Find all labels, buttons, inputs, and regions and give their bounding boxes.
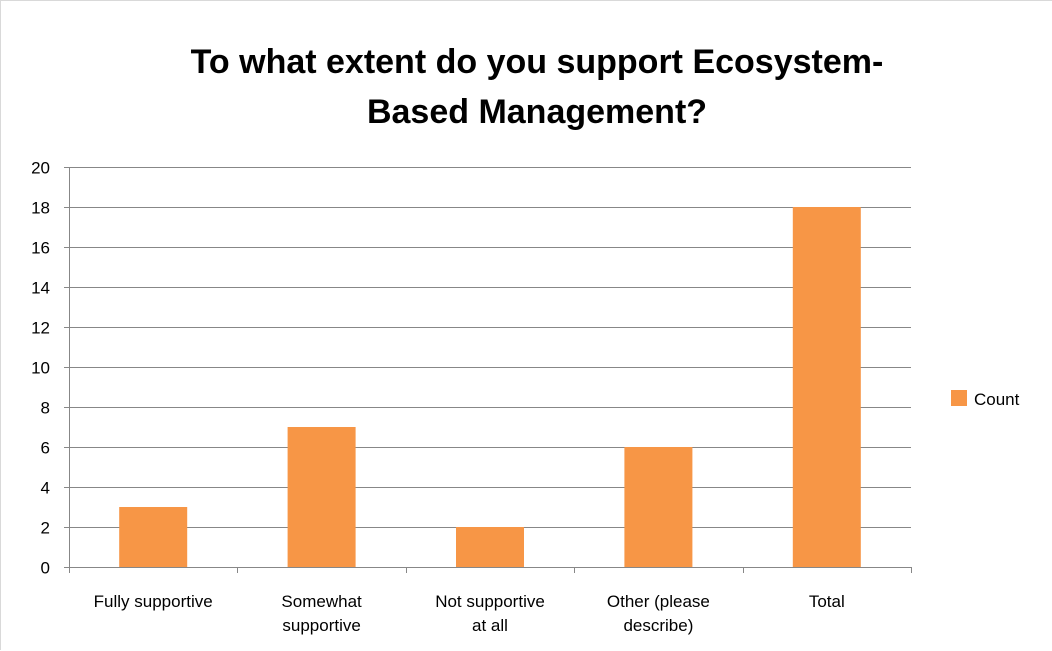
y-tick-label: 4 bbox=[41, 479, 50, 498]
x-category-label: describe) bbox=[623, 616, 693, 635]
y-tick-labels: 0 2 4 6 8 10 12 14 16 18 20 bbox=[31, 159, 50, 578]
y-tick-label: 20 bbox=[31, 159, 50, 178]
axes bbox=[69, 167, 912, 573]
bar bbox=[792, 207, 861, 567]
y-tick-label: 6 bbox=[41, 439, 50, 458]
legend-label-count: Count bbox=[974, 390, 1020, 409]
y-tick-label: 2 bbox=[41, 519, 50, 538]
bar bbox=[119, 507, 188, 567]
chart-title-line-1: To what extent do you support Ecosystem- bbox=[191, 43, 884, 81]
bar bbox=[624, 447, 693, 567]
x-category-label: Somewhat bbox=[281, 592, 362, 611]
x-category-labels: Fully supportive Somewhat supportive Not su… bbox=[94, 592, 845, 635]
x-category-label: supportive bbox=[282, 616, 360, 635]
gridlines bbox=[64, 167, 911, 568]
chart-title-line-2: Based Management? bbox=[367, 93, 707, 131]
y-tick-label: 18 bbox=[31, 199, 50, 218]
y-tick-label: 12 bbox=[31, 319, 50, 338]
legend: Count bbox=[951, 390, 1020, 409]
legend-swatch-count bbox=[951, 390, 967, 406]
y-tick-label: 16 bbox=[31, 239, 50, 258]
y-tick-label: 14 bbox=[31, 279, 50, 298]
bar bbox=[456, 527, 524, 567]
x-category-label: Other (please bbox=[607, 592, 710, 611]
bars bbox=[119, 207, 861, 567]
x-category-label: at all bbox=[472, 616, 508, 635]
x-category-label: Total bbox=[809, 592, 845, 611]
chart-title: To what extent do you support Ecosystem-… bbox=[191, 43, 884, 131]
y-tick-label: 10 bbox=[31, 359, 50, 378]
y-tick-label: 0 bbox=[41, 559, 50, 578]
x-category-label: Not supportive bbox=[435, 592, 545, 611]
bar bbox=[287, 427, 356, 567]
x-category-label: Fully supportive bbox=[94, 592, 213, 611]
y-tick-label: 8 bbox=[41, 399, 50, 418]
